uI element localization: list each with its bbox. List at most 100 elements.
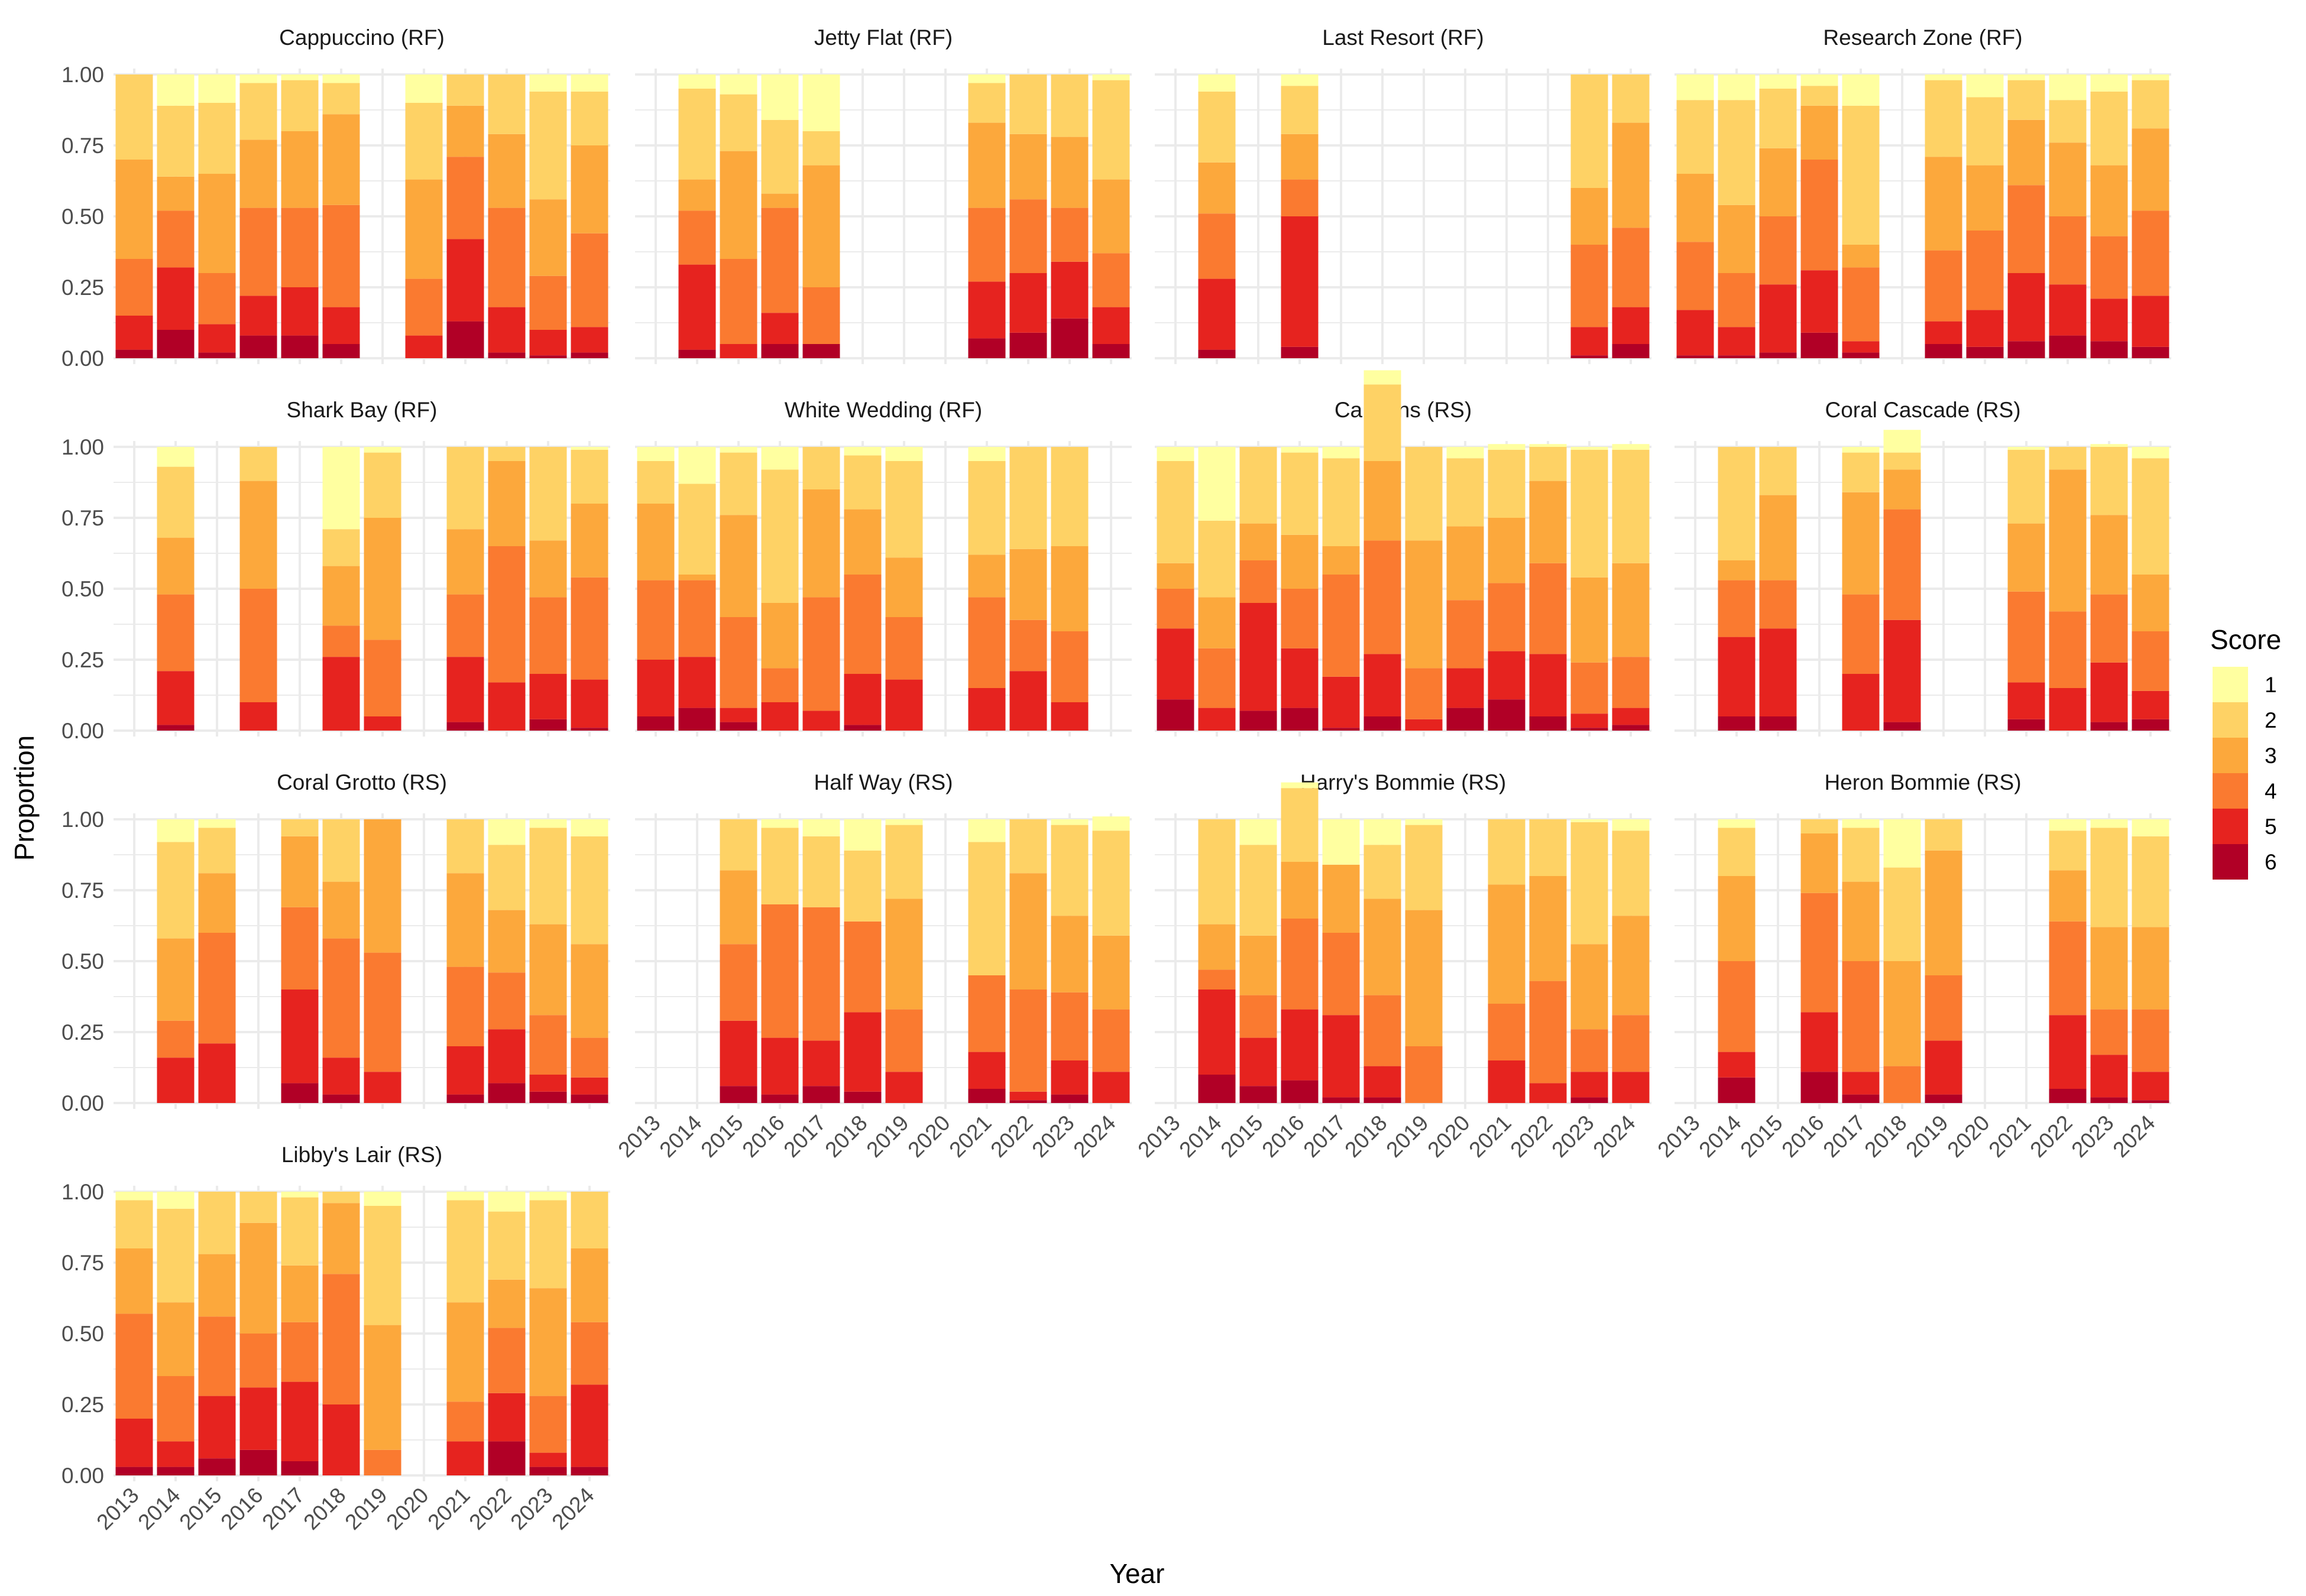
bar-segment-score-4 — [239, 1334, 277, 1388]
bar-segment-score-4 — [2049, 216, 2087, 285]
bar-segment-score-5 — [1322, 1015, 1360, 1098]
bar-segment-score-4 — [1800, 893, 1838, 1013]
x-tick-label: 2013 — [1653, 1111, 1704, 1162]
bar-segment-score-4 — [968, 597, 1006, 688]
bar-segment-score-6 — [1676, 355, 1714, 358]
bar-segment-score-3 — [446, 105, 484, 157]
bar-segment-score-2 — [2132, 836, 2169, 927]
facet-panel: Cappuccino (RF) 0.00 0.25 0.50 0.75 1.00 — [61, 25, 610, 371]
bar-segment-score-4 — [1322, 933, 1360, 1016]
bar-segment-score-4 — [571, 577, 608, 680]
bar-segment-score-3 — [1718, 876, 1756, 961]
bar-segment-score-3 — [1488, 884, 1526, 1004]
bar-segment-score-6 — [844, 1091, 882, 1103]
bar-segment-score-4 — [1570, 245, 1608, 327]
bar-segment-score-3 — [1092, 935, 1130, 1010]
bar-segment-score-5 — [198, 324, 236, 353]
bar-segment-score-3 — [1718, 205, 1756, 273]
bar-segment-score-4 — [1051, 207, 1089, 262]
bar-segment-score-1 — [761, 74, 799, 120]
bar-segment-score-5 — [529, 1075, 567, 1092]
bar-segment-score-2 — [239, 1192, 277, 1223]
bar-segment-score-6 — [1612, 344, 1650, 358]
bar-segment-score-5 — [488, 682, 526, 731]
bar-segment-score-5 — [529, 674, 567, 719]
y-tick-label: 1.00 — [61, 807, 104, 832]
bar-segment-score-1 — [885, 819, 923, 825]
bar-segment-score-1 — [529, 74, 567, 92]
bar-segment-score-5 — [1842, 674, 1880, 731]
bar-segment-score-2 — [1883, 867, 1921, 961]
bar-segment-score-2 — [1009, 819, 1047, 874]
bar-segment-score-5 — [1488, 651, 1526, 700]
bar-segment-score-2 — [198, 1192, 236, 1254]
y-tick-label: 0.75 — [61, 1251, 104, 1275]
bar-segment-score-3 — [1759, 148, 1797, 216]
bar-segment-score-1 — [1281, 74, 1319, 86]
bar-segment-score-2 — [571, 836, 608, 945]
bar-segment-score-4 — [281, 207, 319, 287]
bar-segment-score-6 — [571, 728, 608, 731]
bar-segment-score-5 — [885, 679, 923, 731]
bar-segment-score-6 — [1842, 352, 1880, 358]
bar-segment-score-5 — [1198, 278, 1236, 350]
bar-segment-score-1 — [1157, 447, 1194, 461]
bar-segment-score-4 — [1198, 969, 1236, 990]
bar-segment-score-3 — [1405, 910, 1443, 1046]
bar-segment-score-6 — [761, 1094, 799, 1103]
bar-segment-score-3 — [2090, 927, 2128, 1010]
x-tick-label: 2020 — [1423, 1111, 1474, 1162]
bar-segment-score-2 — [2090, 91, 2128, 166]
bar-segment-score-6 — [529, 719, 567, 731]
bar-segment-score-5 — [968, 1052, 1006, 1089]
bar-segment-score-3 — [198, 174, 236, 273]
bar-segment-score-4 — [2132, 631, 2169, 691]
facet-panel: Jetty Flat (RF) — [635, 25, 1132, 364]
bar-segment-score-2 — [488, 845, 526, 910]
bar-segment-score-2 — [1488, 819, 1526, 885]
bar-segment-score-5 — [1239, 1037, 1277, 1086]
y-axis-title: Proportion — [9, 735, 40, 861]
bar-segment-score-2 — [1239, 447, 1277, 524]
bar-segment-score-1 — [1883, 819, 1921, 868]
bar-segment-score-6 — [1157, 699, 1194, 731]
bar-segment-score-4 — [637, 580, 675, 660]
bar-segment-score-5 — [1363, 654, 1401, 716]
bar-segment-score-2 — [2007, 449, 2045, 524]
bar-segment-score-2 — [1009, 447, 1047, 549]
bar-segment-score-2 — [678, 89, 716, 180]
legend-title: Score — [2210, 624, 2281, 655]
bar-segment-score-5 — [2090, 662, 2128, 722]
bar-segment-score-1 — [885, 447, 923, 461]
bar-segment-score-2 — [1405, 447, 1443, 541]
bar-segment-score-5 — [157, 671, 195, 725]
bar-segment-score-1 — [529, 1192, 567, 1201]
bar-segment-score-4 — [1529, 981, 1567, 1084]
bar-segment-score-2 — [761, 469, 799, 603]
bar-segment-score-6 — [529, 1091, 567, 1103]
bar-segment-score-6 — [2007, 341, 2045, 358]
x-tick-label: 2015 — [1216, 1111, 1267, 1162]
bar-segment-score-6 — [239, 1449, 277, 1475]
bar-segment-score-3 — [2132, 927, 2169, 1010]
bar-segment-score-3 — [239, 140, 277, 208]
bar-segment-score-4 — [2049, 611, 2087, 688]
bar-segment-score-4 — [1239, 560, 1277, 603]
bar-segment-score-2 — [157, 842, 195, 939]
bar-segment-score-2 — [322, 1192, 360, 1204]
x-tick-label: 2015 — [1735, 1111, 1787, 1162]
bar-segment-score-6 — [529, 355, 567, 358]
bar-segment-score-5 — [678, 264, 716, 350]
bar-segment-score-3 — [446, 1302, 484, 1402]
bar-segment-score-4 — [844, 575, 882, 674]
bar-segment-score-5 — [446, 1441, 484, 1475]
facet-title: Shark Bay (RF) — [287, 398, 438, 422]
bar-segment-score-4 — [571, 233, 608, 327]
bar-segment-score-3 — [1051, 546, 1089, 631]
bar-segment-score-3 — [968, 554, 1006, 598]
bar-segment-score-5 — [2007, 273, 2045, 342]
bar-segment-score-4 — [2007, 185, 2045, 273]
bar-segment-score-6 — [1092, 344, 1130, 358]
bar-segment-score-6 — [571, 352, 608, 358]
bar-segment-score-1 — [802, 74, 840, 131]
